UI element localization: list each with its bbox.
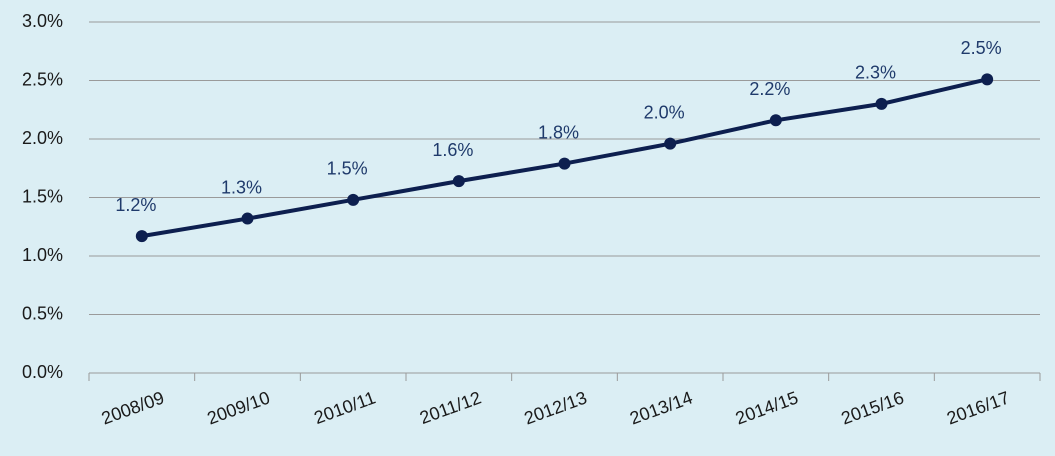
point	[981, 73, 994, 86]
value-label: 1.6%	[432, 140, 473, 160]
value-label: 1.8%	[538, 122, 579, 142]
point	[875, 97, 888, 110]
y-tick-label: 0.0%	[22, 362, 63, 382]
point	[135, 230, 148, 243]
x-tick-label: 2015/16	[838, 387, 906, 428]
x-tick-label: 2014/15	[733, 387, 801, 428]
y-tick-label: 3.0%	[22, 11, 63, 31]
y-tick-label: 1.5%	[22, 186, 63, 206]
x-tick-label: 2011/12	[417, 387, 484, 428]
value-label: 1.5%	[327, 159, 368, 179]
point	[558, 157, 571, 170]
x-tick-label: 2012/13	[521, 387, 589, 428]
y-tick-label: 2.5%	[22, 69, 63, 89]
point	[452, 175, 465, 188]
point	[241, 212, 254, 225]
point	[347, 193, 360, 206]
value-label: 2.0%	[644, 102, 685, 122]
y-tick-label: 0.5%	[22, 303, 63, 323]
y-tick-label: 2.0%	[22, 128, 63, 148]
value-label: 2.5%	[961, 38, 1002, 58]
value-label: 2.2%	[749, 79, 790, 99]
x-tick-label: 2008/09	[99, 387, 167, 428]
value-label: 2.3%	[855, 63, 896, 83]
point	[664, 137, 677, 150]
x-tick-label: 2009/10	[204, 387, 272, 428]
x-tick-label: 2010/11	[311, 387, 378, 428]
point	[769, 114, 782, 127]
x-tick-label: 2016/17	[944, 387, 1012, 428]
x-tick-label: 2013/14	[627, 387, 695, 428]
value-label: 1.3%	[221, 177, 262, 197]
value-label: 1.2%	[115, 195, 156, 215]
y-tick-label: 1.0%	[22, 245, 63, 265]
